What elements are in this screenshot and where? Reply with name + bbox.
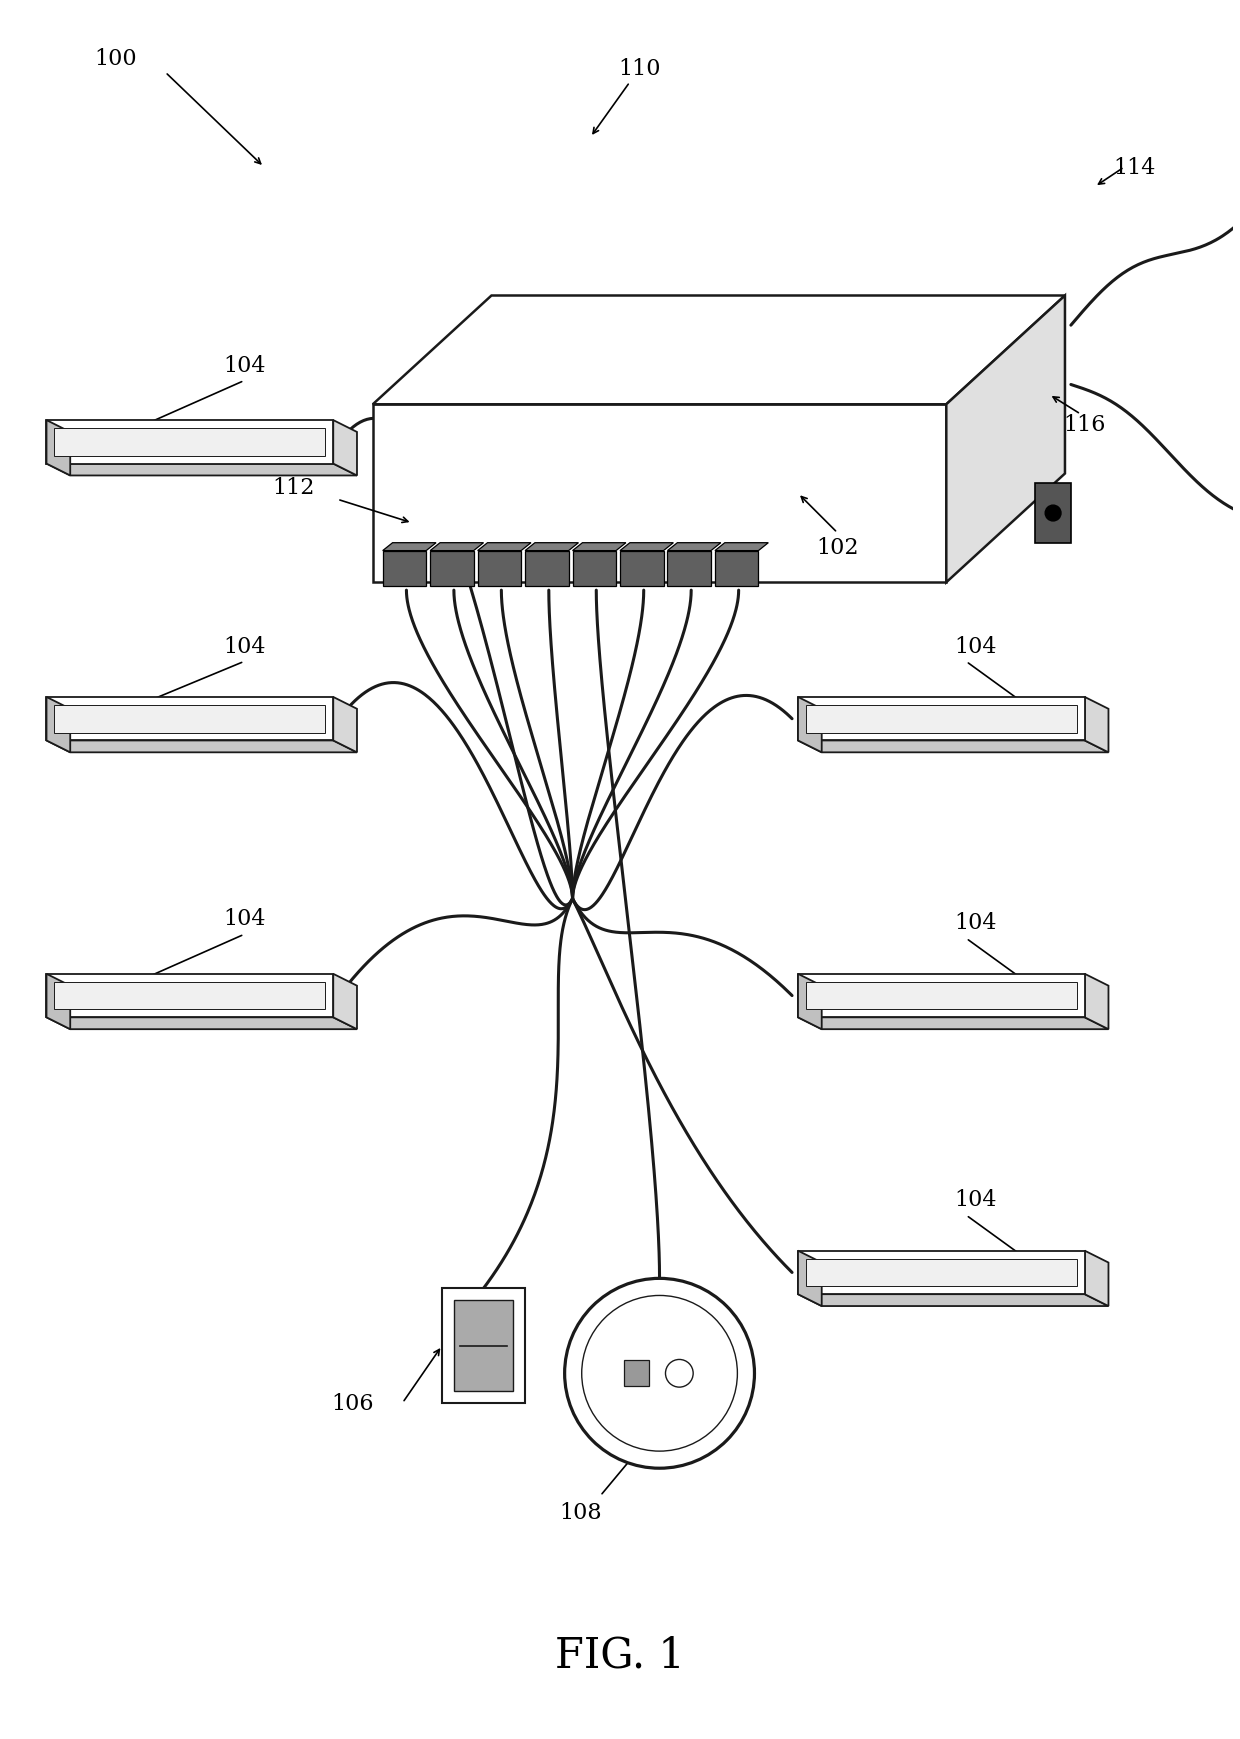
Polygon shape	[799, 697, 1085, 741]
Polygon shape	[799, 974, 1085, 1017]
Polygon shape	[715, 543, 769, 551]
Polygon shape	[667, 551, 711, 586]
Polygon shape	[620, 543, 673, 551]
Polygon shape	[334, 697, 357, 753]
Circle shape	[564, 1278, 754, 1468]
Text: 104: 104	[955, 1188, 997, 1210]
Polygon shape	[525, 543, 579, 551]
Polygon shape	[799, 1250, 822, 1306]
Polygon shape	[806, 983, 1076, 1010]
Text: 106: 106	[332, 1393, 374, 1414]
Polygon shape	[430, 543, 484, 551]
Polygon shape	[46, 421, 334, 464]
Polygon shape	[373, 296, 1065, 405]
Polygon shape	[373, 405, 946, 583]
Text: 104: 104	[223, 635, 265, 657]
Polygon shape	[1035, 483, 1071, 543]
Text: 114: 114	[1114, 157, 1156, 179]
Polygon shape	[1085, 697, 1109, 753]
Polygon shape	[799, 974, 822, 1029]
Text: 104: 104	[223, 908, 265, 930]
Polygon shape	[46, 974, 334, 1017]
Text: 104: 104	[955, 635, 997, 657]
Polygon shape	[573, 543, 626, 551]
Polygon shape	[334, 421, 357, 476]
Polygon shape	[477, 551, 521, 586]
Polygon shape	[715, 551, 759, 586]
Polygon shape	[46, 974, 71, 1029]
Polygon shape	[799, 741, 1109, 753]
Polygon shape	[799, 1250, 1085, 1294]
Polygon shape	[383, 551, 427, 586]
Polygon shape	[525, 551, 569, 586]
Text: 108: 108	[559, 1501, 601, 1523]
Polygon shape	[430, 551, 474, 586]
Circle shape	[582, 1296, 738, 1452]
Text: 100: 100	[94, 49, 138, 70]
Text: 112: 112	[273, 476, 315, 499]
Polygon shape	[799, 697, 822, 753]
Polygon shape	[46, 697, 71, 753]
Text: FIG. 1: FIG. 1	[556, 1633, 684, 1675]
Circle shape	[666, 1360, 693, 1388]
Polygon shape	[55, 430, 325, 456]
Polygon shape	[667, 543, 720, 551]
Polygon shape	[46, 464, 357, 476]
Polygon shape	[573, 551, 616, 586]
Polygon shape	[441, 1289, 525, 1403]
Polygon shape	[806, 706, 1076, 734]
Polygon shape	[477, 543, 531, 551]
Polygon shape	[46, 741, 357, 753]
Polygon shape	[334, 974, 357, 1029]
Text: 104: 104	[223, 355, 265, 377]
Polygon shape	[383, 543, 436, 551]
Text: 116: 116	[1064, 414, 1106, 436]
Text: 102: 102	[816, 536, 859, 558]
Polygon shape	[806, 1259, 1076, 1287]
Polygon shape	[46, 1017, 357, 1029]
Polygon shape	[454, 1301, 513, 1391]
Polygon shape	[55, 706, 325, 734]
Polygon shape	[1085, 1250, 1109, 1306]
Polygon shape	[46, 421, 71, 476]
Polygon shape	[624, 1360, 650, 1386]
Polygon shape	[1085, 974, 1109, 1029]
Polygon shape	[799, 1294, 1109, 1306]
Polygon shape	[46, 697, 334, 741]
Polygon shape	[620, 551, 663, 586]
Text: 104: 104	[955, 911, 997, 934]
Polygon shape	[55, 983, 325, 1010]
Circle shape	[1045, 506, 1061, 522]
Polygon shape	[946, 296, 1065, 583]
Polygon shape	[799, 1017, 1109, 1029]
Text: 110: 110	[619, 57, 661, 80]
